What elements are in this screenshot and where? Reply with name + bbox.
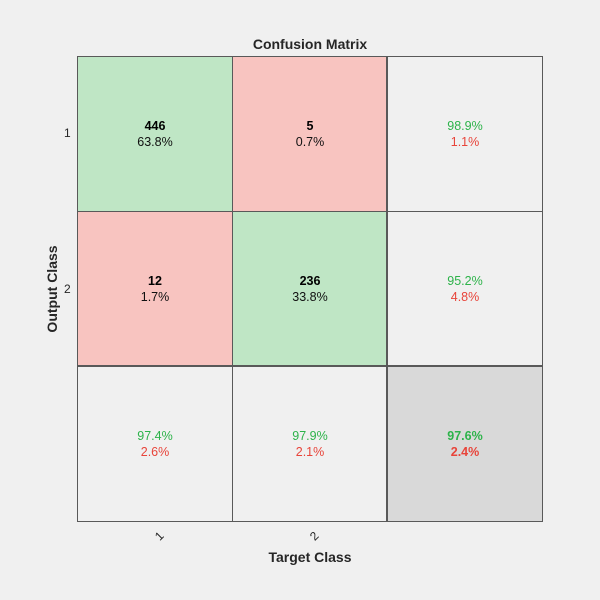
cell-count: 446 xyxy=(144,119,166,133)
x-tick-1: 1 xyxy=(152,528,167,544)
cell-count: 236 xyxy=(299,274,321,288)
cell-1-1: 446 63.8% xyxy=(77,56,233,212)
y-axis-label: Output Class xyxy=(44,245,60,333)
correct-percent: 95.2% xyxy=(447,274,483,288)
cell-percent: 1.7% xyxy=(140,290,170,304)
y-tick-1: 1 xyxy=(64,126,71,140)
cell-count: 5 xyxy=(306,119,314,133)
incorrect-percent: 2.1% xyxy=(295,445,325,459)
summary-divider-vertical xyxy=(386,56,388,522)
incorrect-percent: 4.8% xyxy=(450,290,480,304)
correct-percent: 97.6% xyxy=(447,429,483,443)
cell-2-2: 236 33.8% xyxy=(232,211,388,367)
cell-percent: 63.8% xyxy=(137,135,173,149)
cell-2-1: 12 1.7% xyxy=(77,211,233,367)
cell-1-2: 5 0.7% xyxy=(232,56,388,212)
chart-title: Confusion Matrix xyxy=(252,36,368,52)
cell-percent: 0.7% xyxy=(295,135,325,149)
overall-summary: 97.6% 2.4% xyxy=(387,366,543,522)
incorrect-percent: 2.4% xyxy=(450,445,480,459)
correct-percent: 97.4% xyxy=(137,429,173,443)
confusion-matrix-grid: 446 63.8% 5 0.7% 98.9% 1.1% 12 1.7% 236 … xyxy=(77,56,543,522)
x-tick-2: 2 xyxy=(307,528,322,544)
correct-percent: 98.9% xyxy=(447,119,483,133)
row-summary-2: 95.2% 4.8% xyxy=(387,211,543,367)
col-summary-2: 97.9% 2.1% xyxy=(232,366,388,522)
y-tick-2: 2 xyxy=(64,282,71,296)
cell-percent: 33.8% xyxy=(292,290,328,304)
col-summary-1: 97.4% 2.6% xyxy=(77,366,233,522)
cell-count: 12 xyxy=(148,274,162,288)
incorrect-percent: 2.6% xyxy=(140,445,170,459)
incorrect-percent: 1.1% xyxy=(450,135,480,149)
row-summary-1: 98.9% 1.1% xyxy=(387,56,543,212)
correct-percent: 97.9% xyxy=(292,429,328,443)
x-axis-label: Target Class xyxy=(268,549,352,565)
summary-divider-horizontal xyxy=(77,365,543,367)
